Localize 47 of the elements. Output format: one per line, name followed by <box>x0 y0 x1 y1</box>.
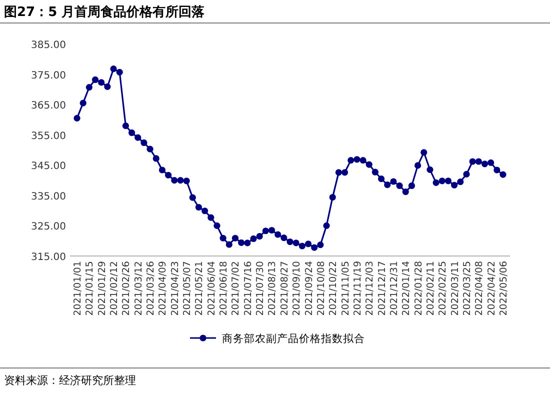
x-tick-label: 2021/03/26 <box>146 261 157 316</box>
y-tick-label: 375.00 <box>31 70 66 82</box>
x-tick-label: 2021/01/29 <box>96 261 108 316</box>
x-tick-label: 2022/05/06 <box>498 261 510 316</box>
x-tick-label: 2021/10/08 <box>316 261 327 316</box>
x-tick-label: 2022/04/08 <box>474 261 486 316</box>
y-tick-label: 345.00 <box>31 161 66 172</box>
x-tick-label: 2021/12/31 <box>388 261 400 316</box>
x-tick-label: 2021/02/26 <box>121 261 132 316</box>
x-tick-label: 2022/03/11 <box>450 261 461 316</box>
x-tick-label: 2022/02/11 <box>425 261 436 316</box>
x-tick-label: 2021/03/12 <box>133 261 144 316</box>
x-tick-label: 2022/02/25 <box>438 261 449 316</box>
x-tick-label: 2021/01/15 <box>84 261 96 316</box>
x-tick-label: 2022/01/14 <box>401 261 412 316</box>
y-tick-label: 315.00 <box>31 252 66 263</box>
x-tick-label: 2021/02/12 <box>109 261 120 316</box>
x-tick-label: 2021/04/23 <box>170 261 181 316</box>
x-tick-label: 2021/07/02 <box>230 261 242 316</box>
x-tick-label: 2021/11/05 <box>340 261 352 316</box>
x-tick-label: 2021/06/04 <box>206 261 218 316</box>
x-tick-label: 2021/12/03 <box>364 261 376 316</box>
x-tick-label: 2021/04/09 <box>158 261 169 316</box>
x-tick-label: 2021/09/10 <box>292 261 303 316</box>
y-tick-label: 385.00 <box>31 40 66 51</box>
x-tick-label: 2021/07/30 <box>255 261 266 316</box>
legend-label: 商务部农副产品价格指数拟合 <box>222 332 365 345</box>
text: 资料来源：经济研究所整理 <box>4 374 136 387</box>
chart-title: 图27：5 月首周食品价格有所回落 <box>4 4 206 20</box>
y-tick-label: 325.00 <box>31 222 66 233</box>
y-tick-label: 365.00 <box>31 100 66 112</box>
x-tick-label: 2021/08/13 <box>267 261 278 316</box>
x-tick-label: 2021/01/01 <box>72 261 84 316</box>
x-tick-label: 2021/08/27 <box>279 261 290 316</box>
x-tick-label: 2021/05/21 <box>194 261 206 316</box>
x-tick-label: 2021/12/17 <box>376 261 388 316</box>
x-tick-label: 2021/05/07 <box>182 261 194 316</box>
x-tick-label: 2021/09/24 <box>304 261 315 316</box>
x-tick-label: 2022/01/28 <box>413 261 424 316</box>
x-tick-label: 2022/04/22 <box>486 261 498 316</box>
x-tick-label: 2021/11/19 <box>352 261 364 316</box>
x-tick-label: 2021/07/16 <box>242 261 254 316</box>
x-tick-label: 2022/03/25 <box>462 261 473 316</box>
y-tick-label: 335.00 <box>31 191 66 202</box>
x-tick-label: 2021/06/18 <box>218 261 230 316</box>
x-tick-label: 2021/10/22 <box>328 261 340 316</box>
y-tick-label: 355.00 <box>31 130 66 142</box>
